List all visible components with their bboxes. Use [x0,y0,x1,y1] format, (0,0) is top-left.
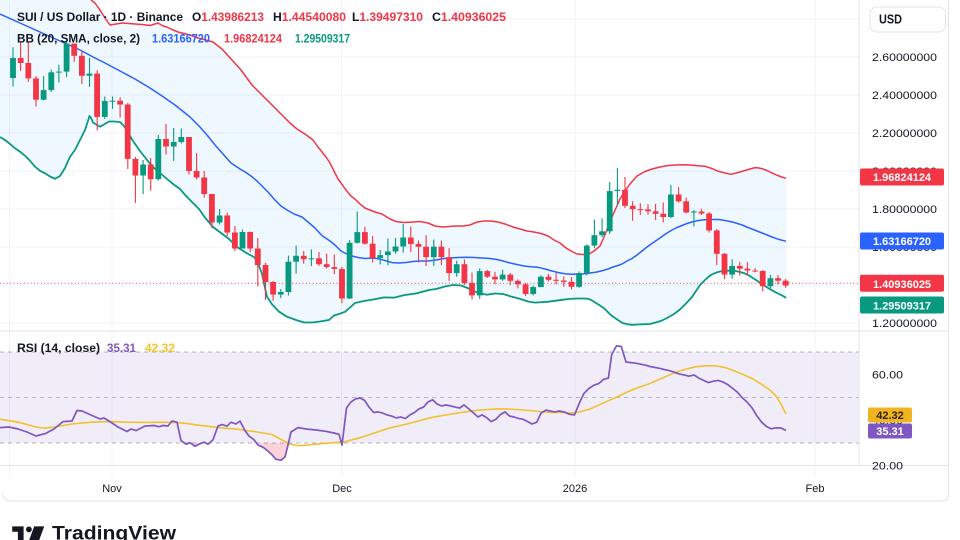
svg-text:35.31: 35.31 [876,426,904,438]
svg-text:20.00: 20.00 [872,461,903,473]
svg-text:USD: USD [879,13,902,27]
svg-text:O1.43986213: O1.43986213 [192,12,264,24]
svg-text:1.63166720: 1.63166720 [873,236,931,248]
svg-text:TradingView: TradingView [52,524,176,540]
svg-text:35.31: 35.31 [107,343,137,355]
svg-text:Feb: Feb [806,483,825,495]
svg-text:2.20000000: 2.20000000 [872,128,937,140]
svg-text:42.32: 42.32 [145,343,175,355]
svg-text:1.29509317: 1.29509317 [295,34,350,46]
svg-text:RSI (14, close): RSI (14, close) [17,343,100,355]
svg-text:1.96824124: 1.96824124 [873,172,932,184]
svg-text:2.60000000: 2.60000000 [872,52,937,64]
svg-text:Nov: Nov [102,483,122,495]
svg-text:1.29509317: 1.29509317 [873,301,931,313]
svg-text:SUI / US Dollar · 1D · Binance: SUI / US Dollar · 1D · Binance [17,12,183,24]
svg-text:1.20000000: 1.20000000 [872,318,937,330]
svg-text:1.96824124: 1.96824124 [224,34,283,46]
svg-text:1.40936025: 1.40936025 [873,279,931,291]
svg-text:H1.44540080: H1.44540080 [273,12,346,24]
svg-text:2026: 2026 [563,483,587,495]
svg-text:BB (20, SMA, close, 2): BB (20, SMA, close, 2) [17,34,140,46]
svg-text:1.63166720: 1.63166720 [152,34,210,46]
svg-text:1.80000000: 1.80000000 [872,204,937,216]
svg-text:C1.40936025: C1.40936025 [432,12,507,24]
svg-text:42.32: 42.32 [876,410,904,422]
svg-text:L1.39497310: L1.39497310 [352,12,423,24]
svg-text:2.40000000: 2.40000000 [872,90,937,102]
svg-text:60.00: 60.00 [872,370,903,382]
svg-text:Dec: Dec [332,483,352,495]
